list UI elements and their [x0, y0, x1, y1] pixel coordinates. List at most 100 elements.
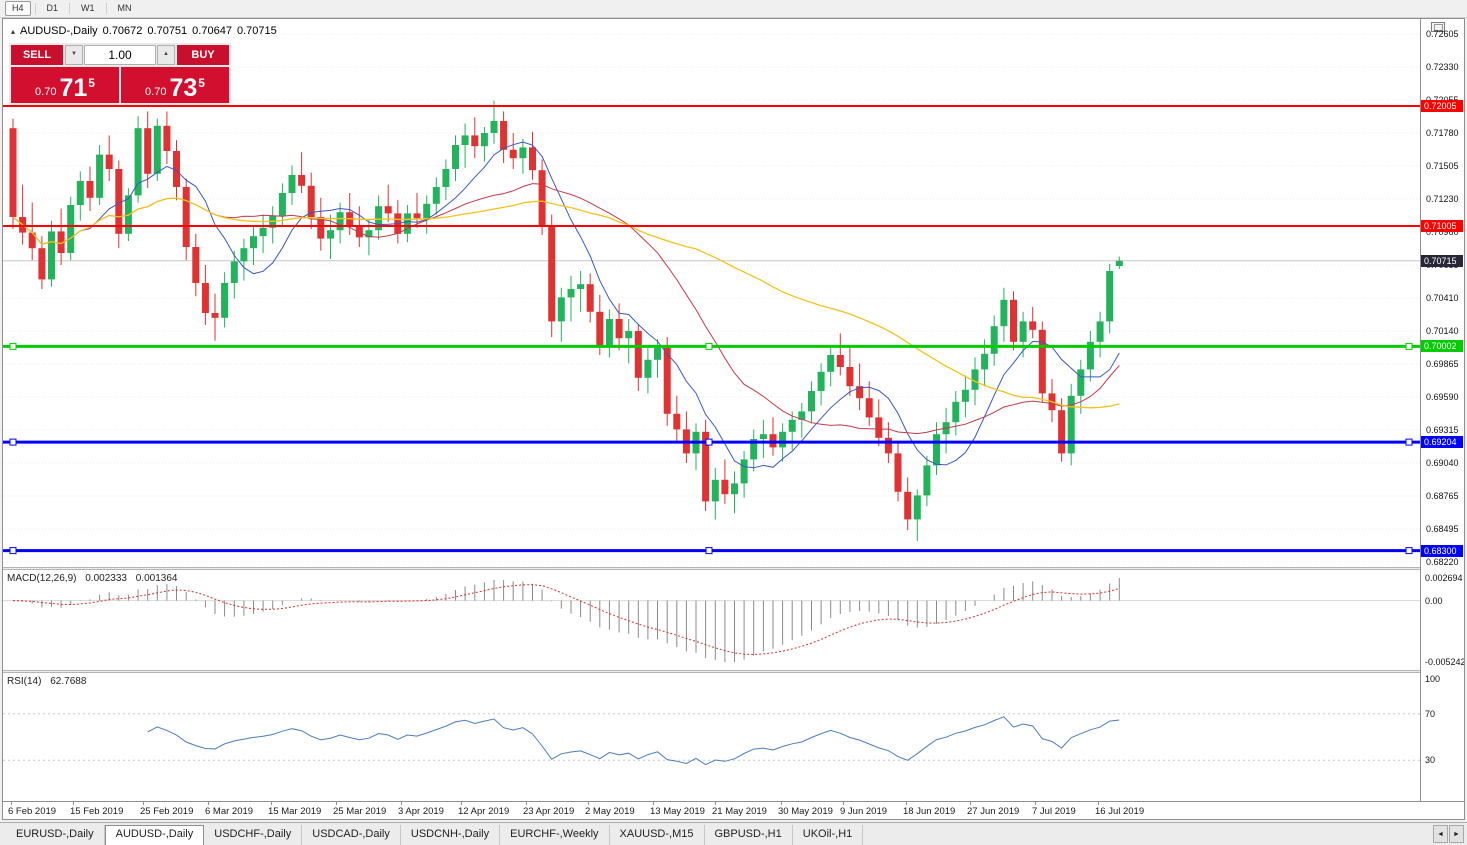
price-chart-pane[interactable]: ▴ AUDUSD-,Daily 0.70672 0.70751 0.70647 … [3, 19, 1420, 567]
rsi-axis-tick: 30 [1425, 755, 1436, 766]
price-axis-tick: 0.68220 [1426, 557, 1459, 567]
time-axis-label: 6 Feb 2019 [8, 806, 57, 817]
time-axis-label: 2 May 2019 [585, 806, 635, 817]
close-value: 0.70715 [236, 25, 277, 37]
rsi-pane[interactable]: RSI(14) 62.7688 [3, 673, 1420, 801]
chart-tab-ukoil-h1[interactable]: UKOil-,H1 [793, 825, 864, 845]
chart-tab-audusd-daily[interactable]: AUDUSD-,Daily [104, 825, 205, 845]
macd-pane[interactable]: MACD(12,26,9) 0.002333 0.001364 [3, 570, 1420, 670]
volume-decrease-button[interactable]: ▼ [65, 45, 83, 65]
timeframe-d1-button[interactable]: D1 [40, 1, 66, 16]
oct-controls-row: SELL ▼ 1.00 ▲ BUY [11, 45, 229, 65]
sell-price-pip: 5 [88, 76, 95, 90]
time-axis-label: 9 Jun 2019 [840, 806, 888, 817]
toolbar-separator [69, 3, 71, 14]
time-axis-label: 13 May 2019 [650, 806, 705, 817]
timeframe-w1-button[interactable]: W1 [74, 1, 102, 16]
chart-restore-button[interactable] [1431, 22, 1445, 32]
time-axis-tick [73, 802, 74, 805]
time-axis-label: 7 Jul 2019 [1032, 806, 1076, 817]
buy-price-big: 73 [169, 74, 198, 102]
time-axis-tick [143, 802, 144, 805]
macd-canvas [3, 570, 1420, 670]
rsi-svg [3, 713, 1420, 766]
level-price-badge: 0.70002 [1421, 340, 1463, 353]
buy-price-pip: 5 [198, 76, 205, 90]
timeframe-toolbar: H4 D1 W1 MN [0, 0, 1467, 18]
time-axis-tick [781, 802, 782, 805]
rsi-canvas [3, 673, 1420, 801]
one-click-trading-panel: SELL ▼ 1.00 ▲ BUY 0.70 71 5 0.70 73 5 [9, 43, 231, 105]
rsi-axis-tick: 100 [1425, 674, 1441, 684]
rsi-axis-tick: 70 [1425, 708, 1436, 719]
tabs-scroll-left-button[interactable]: ◄ [1433, 825, 1448, 843]
chart-tab-usdcad-daily[interactable]: USDCAD-,Daily [302, 825, 401, 845]
price-axis-tick: 0.70410 [1426, 293, 1459, 303]
price-axis-tick: 0.71505 [1426, 161, 1459, 171]
chart-tabs: EURUSD-,Daily AUDUSD-,Daily USDCHF-,Daily U… [6, 825, 864, 845]
macd-svg [3, 578, 1420, 662]
time-axis-label: 30 May 2019 [778, 806, 833, 817]
price-axis-tick: 0.69315 [1426, 425, 1459, 435]
time-axis-tick [970, 802, 971, 805]
buy-button[interactable]: BUY [177, 45, 229, 65]
sell-button[interactable]: SELL [11, 45, 63, 65]
price-axis-tick: 0.71230 [1426, 194, 1459, 204]
rsi-label: RSI(14) 62.7688 [7, 676, 92, 687]
toolbar-separator [34, 3, 36, 14]
time-axis[interactable]: 6 Feb 2019 15 Feb 2019 25 Feb 2019 6 Mar 20… [3, 801, 1464, 819]
time-axis-label: 16 Jul 2019 [1095, 806, 1145, 817]
price-axis[interactable]: 0.726050.723300.720550.717800.715050.712… [1420, 19, 1464, 801]
macd-pane-divider[interactable] [3, 567, 1464, 570]
price-axis-tick: 0.70960 [1426, 227, 1459, 237]
time-axis-tick [11, 802, 12, 805]
level-price-badge: 0.72005 [1421, 100, 1463, 112]
sell-price-big: 71 [59, 74, 88, 102]
symbol-period-label: AUDUSD-,Daily [20, 25, 98, 37]
chart-tab-usdchf-daily[interactable]: USDCHF-,Daily [204, 825, 303, 845]
volume-increase-button[interactable]: ▲ [157, 45, 175, 65]
level-price-badge: 0.71005 [1421, 220, 1463, 232]
timeframe-mn-button[interactable]: MN [111, 1, 139, 16]
time-axis-tick [1098, 802, 1099, 805]
time-axis-tick [271, 802, 272, 805]
timeframe-h4-button[interactable]: H4 [5, 1, 31, 16]
price-axis-tick: 0.69865 [1426, 359, 1459, 369]
open-value: 0.70672 [102, 25, 143, 37]
price-axis-tick: 0.71780 [1426, 128, 1459, 138]
sell-price-button[interactable]: 0.70 71 5 [11, 67, 119, 103]
low-value: 0.70647 [192, 25, 232, 37]
chart-window: ▴ AUDUSD-,Daily 0.70672 0.70751 0.70647 … [2, 18, 1465, 820]
price-axis-tick: 0.72605 [1426, 29, 1459, 39]
time-axis-tick [336, 802, 337, 805]
chart-tab-usdcnh-daily[interactable]: USDCNH-,Daily [401, 825, 501, 845]
chart-tab-xauusd-m15[interactable]: XAUUSD-,M15 [610, 825, 705, 845]
price-axis-tick: 0.70140 [1426, 326, 1459, 336]
time-axis-tick [1035, 802, 1036, 805]
time-axis-tick [401, 802, 402, 805]
buy-price-button[interactable]: 0.70 73 5 [121, 67, 229, 103]
macd-label: MACD(12,26,9) 0.002333 0.001364 [7, 573, 183, 584]
time-axis-label: 12 Apr 2019 [458, 806, 510, 817]
tabs-scroll-right-button[interactable]: ► [1449, 825, 1464, 843]
time-axis-tick [906, 802, 907, 805]
macd-name: MACD(12,26,9) [7, 573, 77, 584]
time-axis-tick [653, 802, 654, 805]
tab-scroll-controls: ◄ ► [1432, 825, 1464, 843]
volume-input[interactable]: 1.00 [84, 45, 156, 65]
chart-tab-eurchf-weekly[interactable]: EURCHF-,Weekly [500, 825, 610, 845]
rsi-value: 62.7688 [50, 676, 87, 687]
level-price-badge: 0.68300 [1421, 544, 1463, 557]
chart-tab-bar: EURUSD-,Daily AUDUSD-,Daily USDCHF-,Daily U… [0, 822, 1467, 845]
macd-axis-bottom: -0.005242 [1425, 657, 1465, 667]
rsi-pane-divider[interactable] [3, 670, 1464, 673]
oct-collapse-icon[interactable]: ▴ [11, 26, 16, 36]
time-axis-label: 18 Jun 2019 [903, 806, 956, 817]
time-axis-label: 21 May 2019 [712, 806, 767, 817]
time-axis-label: 15 Feb 2019 [70, 806, 124, 817]
toolbar-separator [105, 3, 107, 14]
chart-tab-eurusd-daily[interactable]: EURUSD-,Daily [6, 825, 105, 845]
chart-tab-gbpusd-h1[interactable]: GBPUSD-,H1 [705, 825, 793, 845]
time-axis-label: 6 Mar 2019 [205, 806, 254, 817]
